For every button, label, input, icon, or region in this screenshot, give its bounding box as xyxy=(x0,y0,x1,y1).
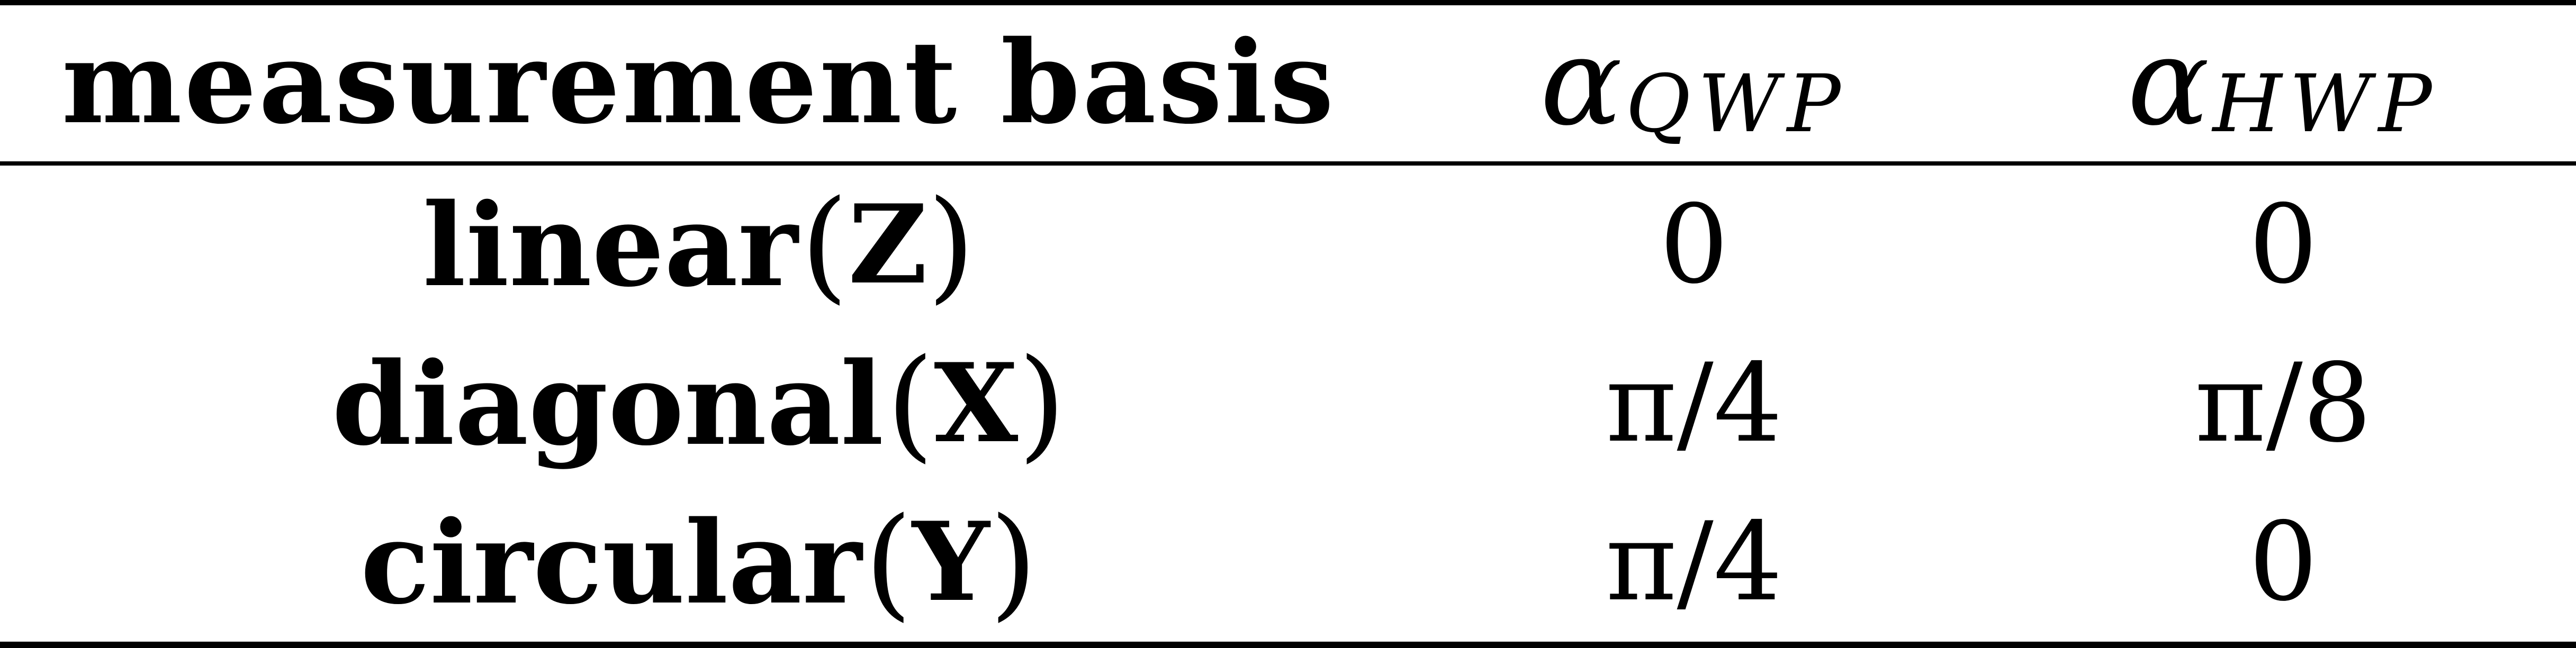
header-alpha-qwp-subscript: QWP xyxy=(1625,58,1848,150)
alpha-hwp-value: 0 xyxy=(2248,499,2318,625)
basis-close-paren: ) xyxy=(989,491,1038,633)
alpha-qwp-value: π/4 xyxy=(1605,341,1783,467)
table-bottom-rule xyxy=(0,642,2576,648)
header-cell-alpha-hwp: α HWP xyxy=(1990,3,2576,161)
header-cell-basis: measurement basis xyxy=(0,3,1398,161)
alpha-hwp-value: π/8 xyxy=(2194,341,2372,467)
header-cell-alpha-qwp: α QWP xyxy=(1398,3,1990,161)
alpha-qwp-value: 0 xyxy=(1659,182,1729,308)
basis-close-paren: ) xyxy=(1018,333,1066,474)
basis-cell: linear (Z) xyxy=(0,166,1398,324)
header-alpha-hwp-subscript: HWP xyxy=(2212,58,2439,150)
basis-cell: diagonal (X) xyxy=(0,324,1398,483)
basis-open-paren: ( xyxy=(886,333,934,474)
basis-name: linear xyxy=(422,178,798,312)
table-header-rule xyxy=(0,161,2576,166)
basis-letter: X xyxy=(934,340,1019,467)
basis-name: diagonal xyxy=(332,336,884,471)
alpha-hwp-value: 0 xyxy=(2248,182,2318,308)
header-basis-label: measurement basis xyxy=(61,15,1336,149)
table-top-rule xyxy=(0,0,2576,5)
basis-cell: circular (Y) xyxy=(0,483,1398,642)
basis-name: circular xyxy=(360,495,862,629)
alpha-qwp-value: π/4 xyxy=(1605,499,1783,625)
basis-close-paren: ) xyxy=(927,174,975,316)
basis-open-paren: ( xyxy=(864,491,913,633)
header-alpha-hwp-symbol: α xyxy=(2127,11,2210,153)
basis-letter: Y xyxy=(912,499,990,626)
header-alpha-qwp-symbol: α xyxy=(1540,11,1623,153)
basis-open-paren: ( xyxy=(800,174,849,316)
basis-letter: Z xyxy=(848,181,927,308)
